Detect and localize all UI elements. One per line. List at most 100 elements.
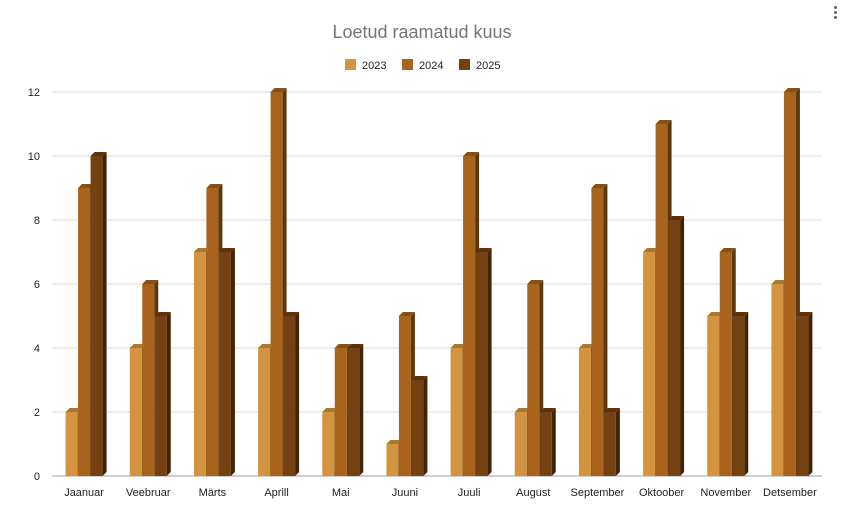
- x-tick-label: Märts: [199, 487, 227, 499]
- bar-front: [603, 412, 616, 476]
- bar-front: [707, 316, 720, 476]
- bar-top: [218, 248, 235, 252]
- bar-front: [90, 156, 103, 476]
- bar-2025-Aprill: [283, 312, 300, 476]
- bar-front: [193, 252, 206, 476]
- bar-front: [450, 348, 463, 476]
- bar-front: [270, 92, 283, 476]
- bar-front: [65, 412, 78, 476]
- bar-top: [463, 152, 480, 156]
- bar-front: [527, 284, 540, 476]
- bar-2025-Juuni: [411, 376, 428, 476]
- bar-front: [463, 156, 476, 476]
- bar-top: [719, 248, 736, 252]
- bar-front: [206, 188, 219, 476]
- x-tick-label: Veebruar: [126, 487, 171, 499]
- bar-2025-Juuli: [475, 248, 492, 476]
- bar-front: [732, 316, 745, 476]
- bar-front: [668, 220, 681, 476]
- y-tick-label: 4: [34, 343, 40, 355]
- bar-top: [539, 408, 556, 412]
- x-tick-label: November: [700, 487, 751, 499]
- bar-top: [193, 248, 210, 252]
- y-tick-label: 0: [34, 471, 40, 483]
- bar-front: [655, 124, 668, 476]
- bar-top: [283, 312, 300, 316]
- x-tick-label: Juuli: [458, 487, 481, 499]
- bar-front: [643, 252, 656, 476]
- bar-2024-September: [591, 184, 608, 476]
- bar-2025-Oktoober: [668, 216, 685, 476]
- legend-label: 2025: [476, 60, 500, 72]
- bar-side: [166, 312, 171, 476]
- bar-front: [771, 284, 784, 476]
- bar-top: [707, 312, 724, 316]
- legend-swatch: [459, 59, 470, 70]
- bar-top: [398, 312, 415, 316]
- bar-top: [668, 216, 685, 220]
- bar-side: [423, 376, 428, 476]
- bar-top: [129, 344, 146, 348]
- bar-side: [295, 312, 300, 476]
- bar-top: [514, 408, 531, 412]
- bar-top: [603, 408, 620, 412]
- bar-front: [334, 348, 347, 476]
- gridlines: [52, 91, 822, 477]
- x-tick-label: Detsember: [763, 487, 817, 499]
- x-tick-label: September: [571, 487, 625, 499]
- bar-front: [539, 412, 552, 476]
- bar-side: [359, 344, 364, 476]
- bar-2025-August: [539, 408, 556, 476]
- bar-front: [142, 284, 155, 476]
- bar-top: [643, 248, 660, 252]
- bar-front: [258, 348, 271, 476]
- bar-front: [719, 252, 732, 476]
- bar-top: [578, 344, 595, 348]
- bar-top: [732, 312, 749, 316]
- bar-top: [796, 312, 813, 316]
- bar-side: [551, 408, 556, 476]
- chart-title: Loetud raamatud kuus: [332, 22, 511, 42]
- bar-top: [90, 152, 107, 156]
- bar-side: [230, 248, 235, 476]
- bar-front: [347, 348, 360, 476]
- bar-2025-Mai: [347, 344, 364, 476]
- bar-top: [154, 312, 171, 316]
- y-tick-label: 12: [28, 87, 40, 99]
- bar-top: [258, 344, 275, 348]
- bar-top: [142, 280, 159, 284]
- bar-front: [514, 412, 527, 476]
- bar-top: [206, 184, 223, 188]
- bar-front: [578, 348, 591, 476]
- bar-side: [808, 312, 813, 476]
- y-tick-label: 2: [34, 407, 40, 419]
- more-options-button[interactable]: [828, 3, 842, 21]
- bars: [65, 88, 813, 476]
- bar-top: [783, 88, 800, 92]
- bar-side: [487, 248, 492, 476]
- bar-2025-Detsember: [796, 312, 813, 476]
- bar-side: [680, 216, 685, 476]
- y-tick-label: 8: [34, 215, 40, 227]
- x-tick-label: Oktoober: [639, 487, 685, 499]
- bar-side: [744, 312, 749, 476]
- bar-top: [655, 120, 672, 124]
- bar-front: [283, 316, 296, 476]
- more-vert-icon: [833, 5, 837, 9]
- bar-front: [386, 444, 399, 476]
- bar-top: [386, 440, 403, 444]
- bar-2025-Jaanuar: [90, 152, 107, 476]
- bar-2025-Märts: [218, 248, 235, 476]
- x-tick-label: August: [516, 487, 550, 499]
- bar-side: [615, 408, 620, 476]
- bar-top: [65, 408, 82, 412]
- bar-front: [322, 412, 335, 476]
- x-tick-label: Juuni: [392, 487, 418, 499]
- bar-front: [398, 316, 411, 476]
- bar-top: [334, 344, 351, 348]
- bar-front: [411, 380, 424, 476]
- bar-top: [475, 248, 492, 252]
- x-tick-label: Aprill: [264, 487, 288, 499]
